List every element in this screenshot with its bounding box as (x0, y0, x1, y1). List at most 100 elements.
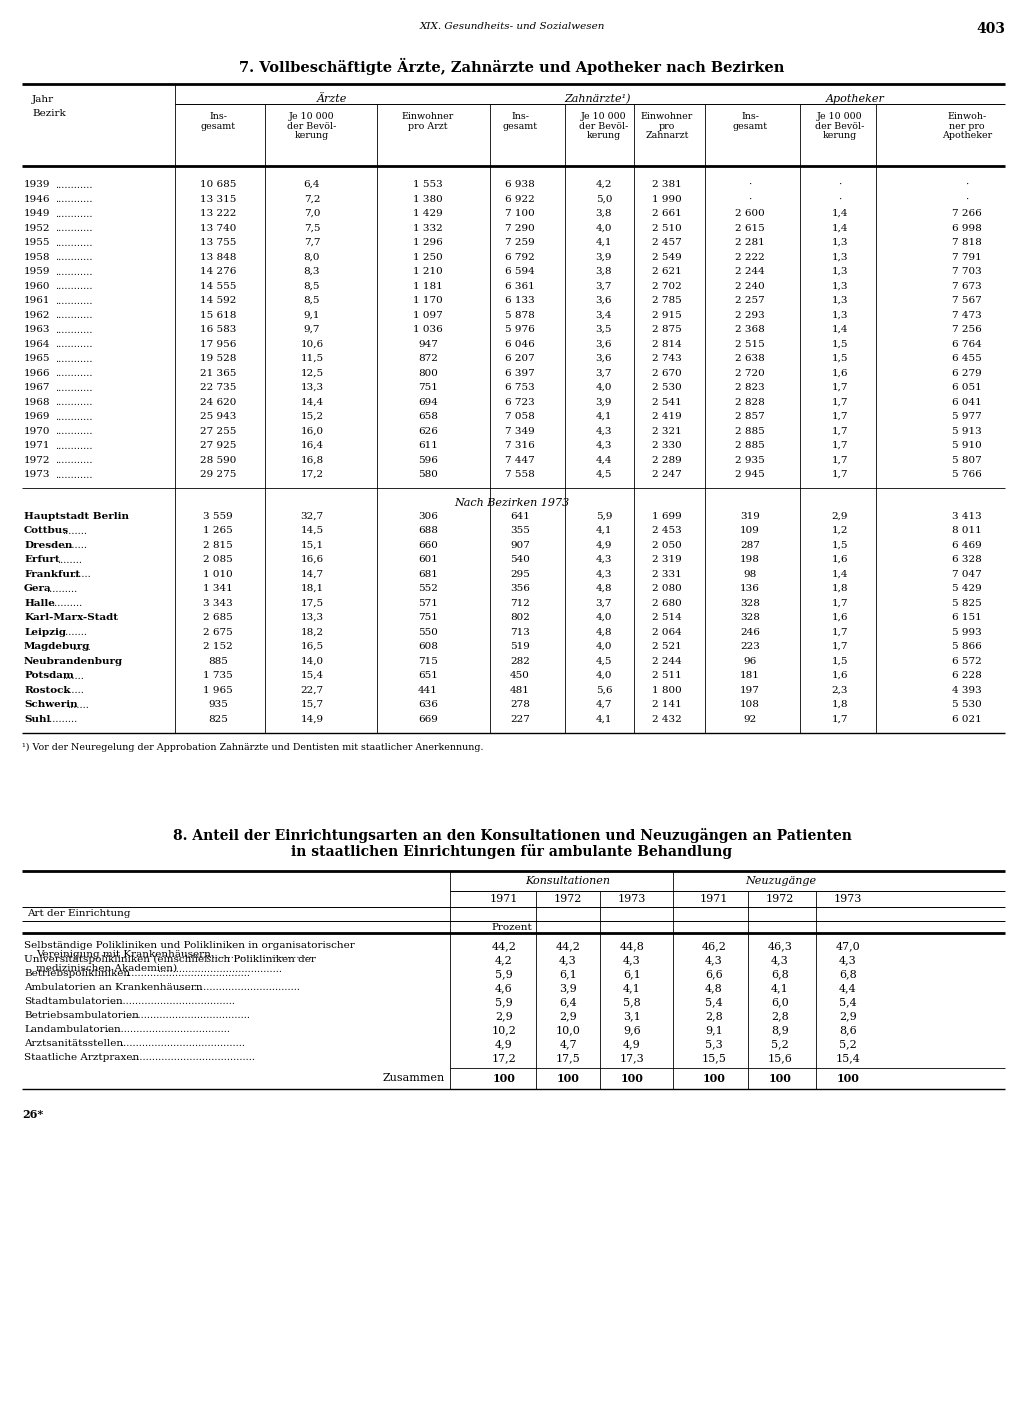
Text: Leipzig: Leipzig (24, 627, 66, 637)
Text: 328: 328 (740, 598, 760, 607)
Text: 7 100: 7 100 (505, 209, 535, 218)
Text: 15,2: 15,2 (300, 412, 324, 420)
Text: 4,3: 4,3 (559, 955, 577, 965)
Text: 1 965: 1 965 (203, 685, 232, 694)
Text: 1972: 1972 (554, 893, 583, 903)
Text: Potsdam: Potsdam (24, 671, 74, 680)
Text: 6,8: 6,8 (839, 969, 857, 979)
Text: .......: ....... (61, 685, 84, 695)
Text: 1,4: 1,4 (831, 209, 848, 218)
Text: 1 735: 1 735 (203, 671, 232, 680)
Text: 751: 751 (418, 613, 438, 621)
Text: 1,3: 1,3 (831, 311, 848, 319)
Text: 46,3: 46,3 (768, 940, 793, 950)
Text: 2 815: 2 815 (203, 540, 232, 550)
Text: ........................................: ........................................ (125, 1012, 250, 1020)
Text: 2 875: 2 875 (652, 325, 682, 333)
Text: 3,5: 3,5 (596, 325, 612, 333)
Text: Hauptstadt Berlin: Hauptstadt Berlin (24, 512, 129, 520)
Text: 2 685: 2 685 (203, 613, 232, 621)
Text: 6,4: 6,4 (559, 997, 577, 1007)
Text: 2 080: 2 080 (652, 584, 682, 593)
Text: 98: 98 (743, 570, 757, 579)
Text: Ins-: Ins- (511, 113, 529, 121)
Text: 7 266: 7 266 (952, 209, 982, 218)
Text: 1,7: 1,7 (831, 440, 848, 450)
Text: 4,1: 4,1 (596, 238, 612, 247)
Text: 2 222: 2 222 (735, 252, 765, 262)
Text: 2 615: 2 615 (735, 224, 765, 232)
Text: 44,2: 44,2 (492, 940, 516, 950)
Text: 2 743: 2 743 (652, 353, 682, 363)
Text: 1972: 1972 (24, 456, 50, 465)
Text: 355: 355 (510, 526, 530, 534)
Text: 44,2: 44,2 (556, 940, 581, 950)
Text: ............: ............ (55, 195, 92, 204)
Text: 2 368: 2 368 (735, 325, 765, 333)
Text: 540: 540 (510, 554, 530, 564)
Text: 6,1: 6,1 (559, 969, 577, 979)
Text: 4,2: 4,2 (496, 955, 513, 965)
Text: 1949: 1949 (24, 209, 50, 218)
Text: 14,7: 14,7 (300, 570, 324, 579)
Text: 5 766: 5 766 (952, 470, 982, 479)
Text: 1969: 1969 (24, 412, 50, 420)
Text: 4,4: 4,4 (596, 456, 612, 465)
Text: 2,3: 2,3 (831, 685, 848, 694)
Text: 611: 611 (418, 440, 438, 450)
Text: 15,1: 15,1 (300, 540, 324, 550)
Text: Schwerin: Schwerin (24, 700, 78, 710)
Text: 681: 681 (418, 570, 438, 579)
Text: 3,8: 3,8 (596, 209, 612, 218)
Text: 1973: 1973 (834, 893, 862, 903)
Text: gesamt: gesamt (201, 121, 236, 131)
Text: 1 332: 1 332 (413, 224, 442, 232)
Text: 2 857: 2 857 (735, 412, 765, 420)
Text: ............: ............ (55, 238, 92, 248)
Text: 1 265: 1 265 (203, 526, 232, 534)
Text: 100: 100 (557, 1073, 580, 1084)
Text: 287: 287 (740, 540, 760, 550)
Text: 1,6: 1,6 (831, 613, 848, 621)
Text: 4,3: 4,3 (596, 554, 612, 564)
Text: medizinischen Akademien): medizinischen Akademien) (36, 963, 177, 973)
Text: ........................................: ........................................ (130, 1053, 255, 1063)
Text: 7 316: 7 316 (505, 440, 535, 450)
Text: 1,3: 1,3 (831, 238, 848, 247)
Text: 5,8: 5,8 (624, 997, 641, 1007)
Text: 1,8: 1,8 (831, 584, 848, 593)
Text: Ins-: Ins- (209, 113, 227, 121)
Text: Karl-Marx-Stadt: Karl-Marx-Stadt (24, 613, 118, 621)
Text: 441: 441 (418, 685, 438, 694)
Text: 1,7: 1,7 (831, 426, 848, 436)
Text: 5 993: 5 993 (952, 627, 982, 637)
Text: 4,2: 4,2 (596, 180, 612, 190)
Text: 2 785: 2 785 (652, 296, 682, 305)
Text: 14,0: 14,0 (300, 657, 324, 665)
Text: 3,6: 3,6 (596, 353, 612, 363)
Text: 6 279: 6 279 (952, 369, 982, 378)
Text: 6,4: 6,4 (304, 180, 321, 190)
Text: kerung: kerung (295, 131, 329, 140)
Text: 100: 100 (621, 1073, 643, 1084)
Text: Landambulatorien: Landambulatorien (24, 1025, 121, 1035)
Text: 450: 450 (510, 671, 530, 680)
Text: 328: 328 (740, 613, 760, 621)
Text: 3 413: 3 413 (952, 512, 982, 520)
Text: 596: 596 (418, 456, 438, 465)
Text: 2 521: 2 521 (652, 643, 682, 651)
Text: 27 255: 27 255 (200, 426, 237, 436)
Text: 712: 712 (510, 598, 530, 607)
Text: 3,7: 3,7 (596, 598, 612, 607)
Text: 4,3: 4,3 (771, 955, 788, 965)
Text: ............: ............ (55, 325, 92, 335)
Text: 6,0: 6,0 (771, 997, 788, 1007)
Text: 10,0: 10,0 (556, 1025, 581, 1035)
Text: Je 10 000: Je 10 000 (817, 113, 863, 121)
Text: 1,6: 1,6 (831, 554, 848, 564)
Text: 1 699: 1 699 (652, 512, 682, 520)
Text: 1,4: 1,4 (831, 224, 848, 232)
Text: 5,0: 5,0 (596, 194, 612, 204)
Text: 10 685: 10 685 (200, 180, 237, 190)
Text: ............: ............ (55, 355, 92, 363)
